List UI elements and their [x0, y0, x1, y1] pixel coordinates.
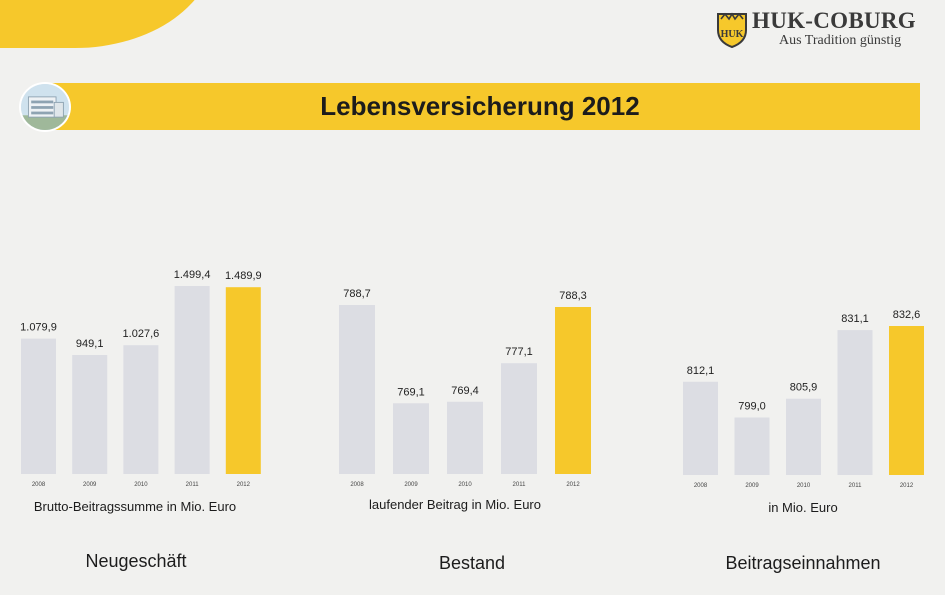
value-label-beitragseinnahmen-2010: 805,9 — [790, 382, 818, 394]
panel-title-bestand: Bestand — [438, 553, 506, 573]
building-photo — [19, 82, 71, 132]
brand-logo: HUK HUK-COBURG Aus Tradition günstig — [716, 8, 938, 52]
value-label-beitragseinnahmen-2008: 812,1 — [687, 365, 715, 377]
bar-beitragseinnahmen-2011 — [837, 330, 873, 475]
panel-title-beitragseinnahmen: Beitragseinnahmen — [725, 553, 881, 573]
bar-bestand-2011 — [501, 363, 537, 474]
unit-label-beitragseinnahmen: in Mio. Euro — [768, 500, 838, 515]
tick-label-bestand-2009: 2009 — [404, 482, 418, 488]
title-bar — [40, 83, 920, 130]
tick-label-bestand-2010: 2010 — [458, 482, 472, 488]
value-label-beitragseinnahmen-2012: 832,6 — [893, 309, 921, 321]
unit-label-bestand: laufender Beitrag in Mio. Euro — [369, 497, 541, 512]
bar-bestand-2009 — [393, 403, 429, 474]
brand-slogan: Aus Tradition günstig — [779, 33, 902, 48]
value-label-bestand-2011: 777,1 — [505, 346, 533, 358]
panel-title-neugeschaeft: Neugeschäft — [85, 551, 187, 571]
bar-beitragseinnahmen-2008 — [683, 381, 718, 475]
brand-name: HUK-COBURG — [752, 8, 916, 33]
value-label-neugeschaeft-2008: 1.079,9 — [20, 322, 57, 334]
building-image-icon — [21, 84, 69, 130]
shield-label: HUK — [721, 29, 744, 40]
value-label-beitragseinnahmen-2009: 799,0 — [738, 401, 766, 413]
bar-neugeschaeft-2012 — [225, 287, 261, 474]
bar-bestand-2008 — [339, 305, 375, 474]
value-label-bestand-2012: 788,3 — [559, 290, 587, 302]
value-label-neugeschaeft-2010: 1.027,6 — [123, 328, 160, 340]
bar-bestand-2012 — [555, 307, 591, 474]
bar-bestand-2010 — [447, 401, 483, 474]
value-label-neugeschaeft-2011: 1.499,4 — [174, 269, 211, 281]
bar-beitragseinnahmen-2009 — [734, 417, 770, 475]
tick-label-neugeschaeft-2011: 2011 — [186, 482, 200, 488]
tick-label-neugeschaeft-2012: 2012 — [237, 482, 251, 488]
tick-label-bestand-2011: 2011 — [513, 482, 527, 488]
page-title: Lebensversicherung 2012 — [320, 91, 640, 121]
value-label-neugeschaeft-2009: 949,1 — [76, 338, 104, 350]
value-label-beitragseinnahmen-2011: 831,1 — [841, 313, 869, 325]
value-label-neugeschaeft-2012: 1.489,9 — [225, 270, 262, 282]
tick-label-beitragseinnahmen-2011: 2011 — [849, 483, 863, 489]
tick-label-beitragseinnahmen-2008: 2008 — [694, 483, 708, 489]
unit-label-neugeschaeft: Brutto-Beitragssumme in Mio. Euro — [33, 499, 237, 514]
bar-neugeschaeft-2011 — [174, 286, 210, 474]
bar-neugeschaeft-2009 — [72, 355, 108, 474]
bar-neugeschaeft-2008 — [21, 338, 56, 474]
bar-beitragseinnahmen-2010 — [786, 398, 821, 475]
tick-label-beitragseinnahmen-2010: 2010 — [797, 483, 811, 489]
tick-label-neugeschaeft-2008: 2008 — [32, 482, 46, 488]
tick-label-bestand-2012: 2012 — [566, 482, 580, 488]
value-label-bestand-2008: 788,7 — [343, 288, 371, 300]
value-label-bestand-2009: 769,1 — [397, 386, 425, 398]
tick-label-neugeschaeft-2010: 2010 — [134, 482, 148, 488]
tick-label-bestand-2008: 2008 — [350, 482, 364, 488]
tick-label-beitragseinnahmen-2012: 2012 — [900, 483, 914, 489]
shield-icon: HUK — [717, 12, 747, 48]
bar-neugeschaeft-2010 — [123, 345, 159, 474]
tick-label-beitragseinnahmen-2009: 2009 — [745, 483, 759, 489]
bar-beitragseinnahmen-2012 — [889, 326, 924, 475]
value-label-bestand-2010: 769,4 — [451, 385, 479, 397]
tick-label-neugeschaeft-2009: 2009 — [83, 482, 97, 488]
